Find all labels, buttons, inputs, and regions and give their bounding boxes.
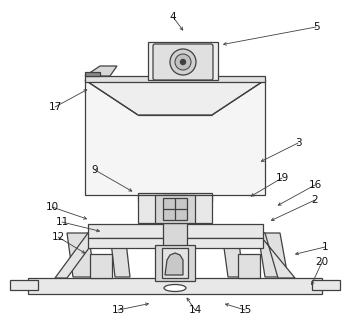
Text: 11: 11 (55, 217, 69, 227)
Bar (155, 245, 195, 281)
Bar (312, 280, 340, 290)
Text: 19: 19 (275, 173, 289, 183)
Polygon shape (258, 233, 295, 278)
Text: 3: 3 (295, 138, 301, 148)
Polygon shape (85, 72, 100, 76)
Circle shape (181, 59, 186, 65)
Bar (138, 193, 212, 201)
Polygon shape (85, 80, 265, 115)
Bar (238, 254, 260, 278)
Bar (28, 278, 322, 294)
Text: 12: 12 (51, 232, 65, 242)
Polygon shape (258, 233, 288, 277)
Ellipse shape (164, 285, 186, 292)
Text: 14: 14 (188, 305, 202, 315)
Bar (162, 248, 188, 278)
Text: 2: 2 (312, 195, 318, 205)
Text: 17: 17 (48, 102, 62, 112)
Bar (138, 195, 212, 223)
Text: 1: 1 (322, 242, 328, 252)
Bar (163, 195, 187, 280)
Text: 5: 5 (313, 22, 319, 32)
Text: 9: 9 (92, 165, 98, 175)
Text: 13: 13 (111, 305, 125, 315)
Polygon shape (55, 233, 100, 278)
FancyBboxPatch shape (153, 44, 213, 80)
Bar (163, 198, 187, 220)
Text: 15: 15 (238, 305, 252, 315)
Bar (88, 224, 263, 238)
Text: 4: 4 (170, 12, 176, 22)
Circle shape (170, 49, 196, 75)
Circle shape (175, 54, 191, 70)
Polygon shape (222, 233, 243, 277)
Text: 10: 10 (46, 202, 58, 212)
Polygon shape (67, 233, 95, 277)
Text: 16: 16 (308, 180, 322, 190)
Bar (88, 238, 263, 248)
Bar (10, 280, 38, 290)
Bar (148, 42, 218, 80)
Bar (85, 76, 265, 82)
Polygon shape (110, 233, 130, 277)
Bar (90, 254, 112, 278)
Polygon shape (85, 66, 117, 76)
Bar (155, 195, 195, 223)
Text: 20: 20 (315, 257, 329, 267)
Bar (85, 80, 265, 195)
Polygon shape (165, 253, 183, 275)
